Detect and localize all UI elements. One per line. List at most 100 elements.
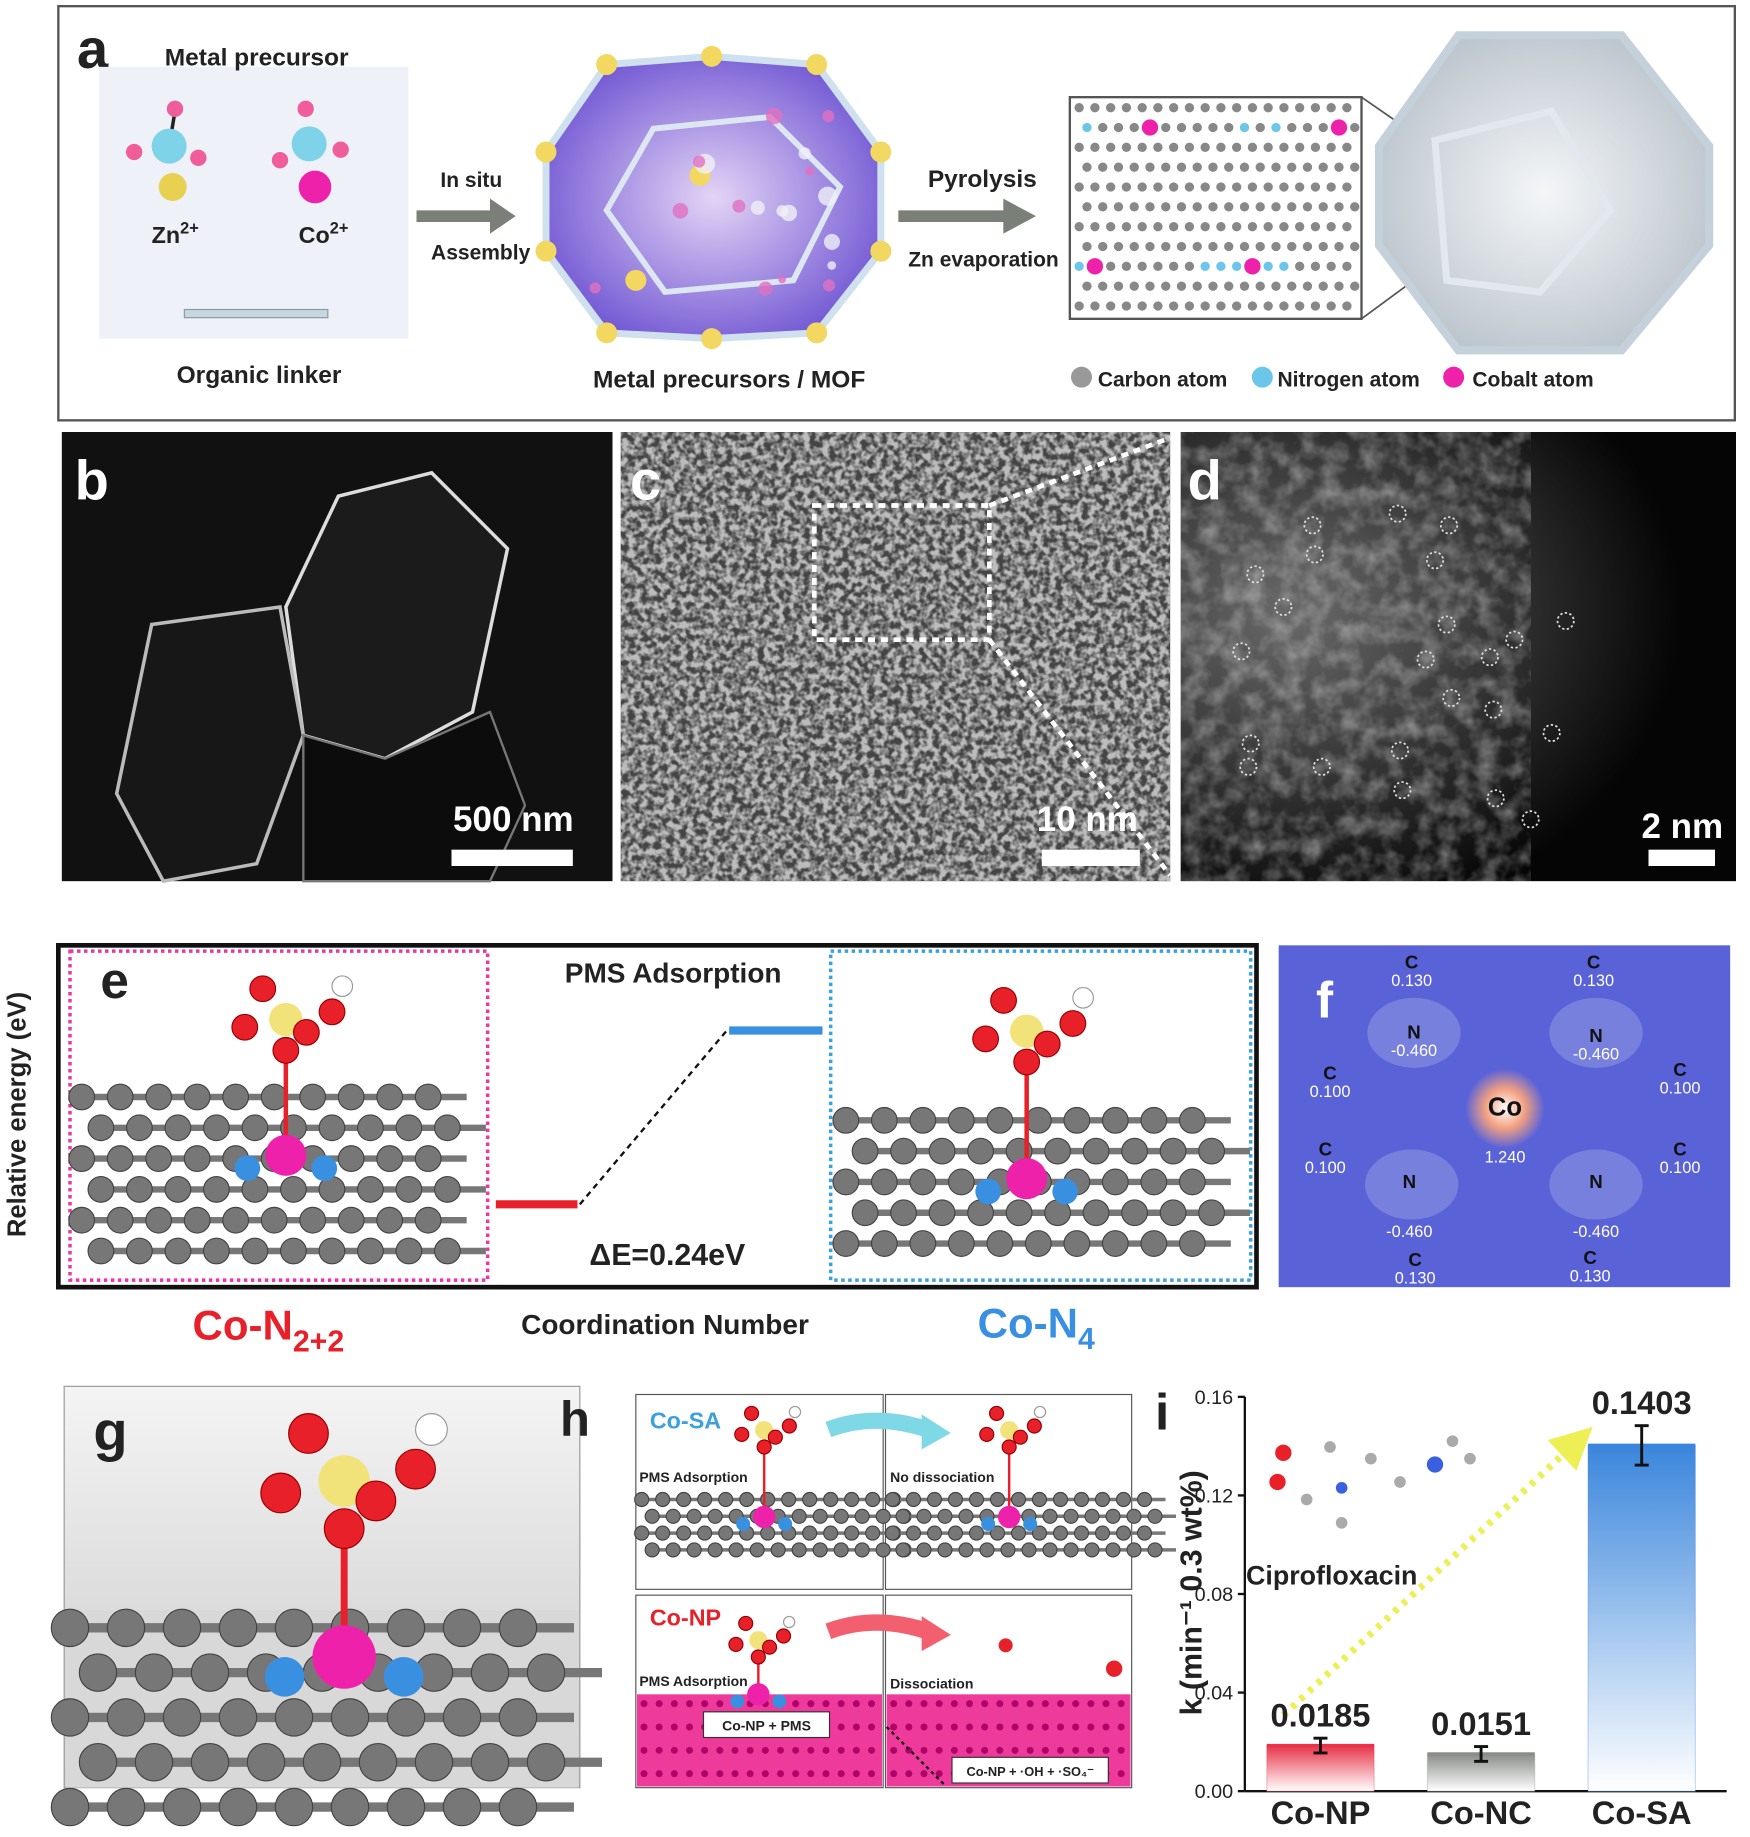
atom: [775, 1628, 792, 1644]
atom: [386, 1787, 426, 1827]
legend-swatch: [1443, 366, 1465, 388]
atom: [1208, 122, 1218, 133]
atom: [807, 1770, 815, 1778]
atom: [1042, 1508, 1058, 1524]
atom: [1106, 261, 1116, 271]
atom: [145, 1145, 173, 1173]
atom: [1082, 122, 1092, 133]
atom: [802, 1525, 818, 1541]
atom: [837, 1770, 845, 1778]
atom: [1141, 119, 1159, 136]
atom: [1216, 301, 1226, 311]
atom: [644, 1542, 660, 1558]
atom: [1115, 1525, 1132, 1541]
co-atom: [312, 1625, 376, 1689]
atom-label: N: [1589, 1171, 1602, 1192]
carbon-polyhedron: [1374, 31, 1714, 355]
atom: [640, 1700, 648, 1708]
atom: [376, 1145, 404, 1173]
atom: [1026, 1746, 1034, 1754]
zn-ion: [158, 173, 187, 201]
atom: [1326, 103, 1336, 113]
scale-label: 10 nm: [1037, 800, 1138, 839]
atom: [1121, 261, 1132, 271]
mof-node: [870, 240, 892, 262]
charge-label: 0.130: [1570, 1267, 1611, 1285]
atom: [164, 1175, 192, 1203]
atom: [183, 1145, 211, 1173]
atom: [1342, 142, 1352, 152]
y-tick-label: 0.12: [1195, 1485, 1234, 1507]
atom: [203, 1237, 230, 1265]
atom: [750, 1649, 766, 1665]
atom: [1090, 182, 1100, 192]
atom: [792, 1700, 800, 1708]
atom: [1239, 162, 1250, 172]
atom: [909, 1230, 937, 1257]
atom: [1044, 1137, 1072, 1165]
contour: [1549, 1149, 1643, 1220]
atom: [1117, 1770, 1125, 1778]
n-atom: [234, 1155, 261, 1181]
atom: [1216, 261, 1226, 271]
atom: [260, 1206, 288, 1234]
atom: [1350, 162, 1360, 172]
atom: [981, 1746, 989, 1754]
atom: [1106, 182, 1116, 192]
atom: [1121, 142, 1132, 152]
scale-label: 2 nm: [1641, 807, 1723, 846]
precursor-box: [99, 66, 409, 339]
atom: [241, 1114, 269, 1142]
x-tick-label: Co-NC: [1430, 1794, 1532, 1831]
atom: [1350, 122, 1360, 133]
atom: [190, 1742, 230, 1782]
atom: [1140, 1230, 1168, 1257]
atom: [271, 152, 289, 169]
atom: [1072, 1700, 1080, 1708]
guest-molecule: [758, 281, 773, 296]
atom: [1169, 182, 1179, 192]
atom: [890, 1770, 898, 1778]
atom: [1082, 202, 1092, 212]
atom: [1063, 1508, 1079, 1524]
n-atom: [975, 1178, 1001, 1205]
atom: [1145, 281, 1155, 291]
charge-label: 0.100: [1660, 1159, 1701, 1177]
atom: [1136, 1525, 1153, 1541]
atom: [890, 1137, 917, 1165]
atom: [716, 1746, 724, 1754]
atom: [655, 1746, 663, 1754]
atom: [1295, 261, 1305, 271]
mof-node: [701, 328, 723, 350]
charge-label: -0.460: [1573, 1046, 1619, 1064]
atom: [968, 1491, 985, 1508]
atom: [1326, 142, 1336, 152]
atom: [1287, 162, 1297, 172]
atom: [1031, 1525, 1048, 1541]
atom: [291, 126, 327, 162]
atom: [937, 1508, 953, 1524]
mof-node: [535, 141, 557, 163]
atom: [332, 141, 349, 158]
atom-marker: [1484, 700, 1503, 719]
atom: [1147, 1508, 1163, 1524]
atom: [1224, 202, 1234, 212]
atom: [1232, 142, 1242, 152]
atom: [1082, 1137, 1110, 1165]
atom: [78, 1742, 118, 1782]
atom: [655, 1491, 671, 1508]
atom: [1295, 182, 1305, 192]
atom: [1334, 162, 1344, 172]
atom: [288, 1413, 329, 1454]
label: Metal precursors / MOF: [593, 367, 865, 394]
atom: [782, 1615, 796, 1629]
atom: [1318, 162, 1328, 172]
atom: [1271, 281, 1281, 291]
charge-label: 0.130: [1573, 972, 1614, 990]
atom: [280, 1175, 307, 1203]
atom: [260, 1083, 288, 1111]
atom: [106, 1145, 134, 1173]
atom: [1074, 261, 1084, 271]
co-center: [1465, 1069, 1545, 1149]
atom: [1102, 1723, 1110, 1731]
